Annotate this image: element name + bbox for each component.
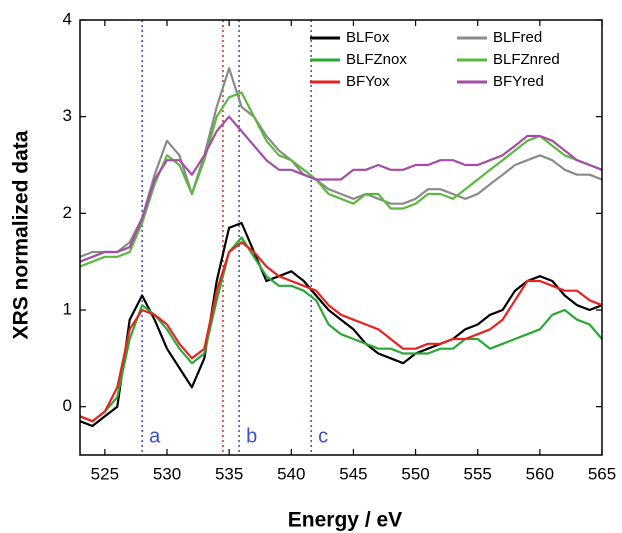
legend-label: BLFred [493, 29, 542, 46]
data-line [79, 91, 603, 268]
data-line [79, 241, 603, 423]
legend-label: BLFox [346, 29, 390, 46]
y-axis-title: XRS normalized data [10, 130, 33, 339]
reference-label: b [246, 425, 257, 447]
y-tick-label: 4 [63, 9, 72, 28]
legend-label: BLFZnred [493, 51, 560, 68]
legend-label: BFYred [493, 73, 544, 90]
x-tick-label: 540 [277, 464, 305, 483]
x-tick-label: 565 [588, 464, 616, 483]
x-tick-label: 530 [153, 464, 181, 483]
x-tick-label: 545 [339, 464, 367, 483]
reference-label: c [318, 425, 328, 447]
x-tick-label: 535 [215, 464, 243, 483]
legend-label: BFYox [346, 73, 390, 90]
y-tick-label: 2 [63, 203, 72, 222]
x-tick-label: 555 [464, 464, 492, 483]
legend-label: BLFZnox [346, 51, 407, 68]
y-tick-label: 3 [63, 106, 72, 125]
reference-label: a [149, 425, 161, 447]
data-line [79, 221, 603, 428]
x-axis-title: Energy / eV [288, 509, 402, 532]
data-line [79, 115, 603, 263]
data-line [79, 236, 603, 423]
plot-frame [79, 19, 603, 456]
y-tick-label: 0 [63, 396, 72, 415]
x-tick-label: 525 [91, 464, 119, 483]
data-line [79, 67, 603, 258]
y-tick-label: 1 [63, 299, 72, 318]
x-tick-label: 560 [526, 464, 554, 483]
x-tick-label: 550 [401, 464, 429, 483]
